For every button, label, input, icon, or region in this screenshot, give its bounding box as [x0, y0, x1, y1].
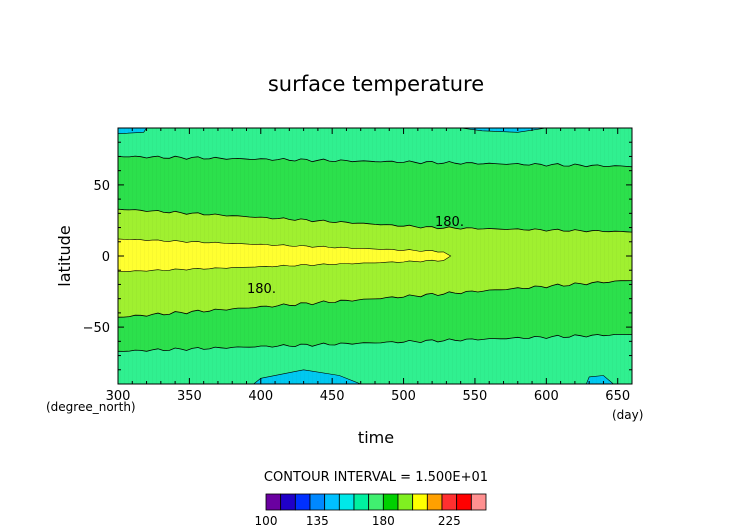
x-tick-label: 350	[177, 389, 202, 404]
colorbar-swatch	[324, 493, 340, 511]
colorbar-tick-label: 180	[372, 514, 395, 528]
colorbar-swatch	[412, 493, 428, 511]
x-tick-label: 450	[320, 389, 345, 404]
y-axis-unit: (degree_north)	[46, 400, 136, 414]
x-axis-ticks: 300 350 400 450 500 550 600 650	[106, 128, 633, 404]
colorbar-swatch	[441, 493, 458, 511]
x-tick-label: 600	[534, 389, 559, 404]
colorbar-tick-label: 135	[306, 514, 329, 528]
x-tick-label: 400	[248, 389, 273, 404]
colorbar-swatch	[353, 493, 370, 511]
colorbar-swatch	[456, 493, 472, 511]
x-tick-label: 550	[463, 389, 488, 404]
colorbar-tick-label: 100	[255, 514, 278, 528]
colorbar-swatch	[338, 493, 355, 511]
colorbar-tick-label: 225	[438, 514, 461, 528]
chart-title: surface temperature	[268, 72, 484, 96]
contour-label-lower: 180.	[247, 282, 276, 297]
y-tick-label: −50	[83, 321, 110, 336]
grid-texture	[118, 128, 632, 384]
x-axis-unit: (day)	[612, 408, 643, 422]
x-tick-label: 500	[391, 389, 416, 404]
y-axis-label: latitude	[55, 225, 74, 286]
contour-interval-text: CONTOUR INTERVAL = 1.500E+01	[264, 470, 488, 485]
colorbar-swatch	[470, 493, 487, 511]
x-axis-label: time	[358, 428, 394, 447]
colorbar	[265, 493, 487, 511]
y-tick-label: 0	[102, 250, 110, 265]
colorbar-swatch	[280, 493, 296, 511]
contour-labels: 180. 180.	[247, 215, 464, 297]
x-tick-label: 300	[106, 389, 131, 404]
colorbar-swatch	[382, 493, 399, 511]
colorbar-swatch	[397, 493, 414, 511]
x-tick-label: 650	[605, 389, 630, 404]
y-tick-label: 50	[93, 179, 110, 194]
colorbar-tick-labels: 100 135 180 225	[255, 514, 461, 528]
colorbar-swatch	[426, 493, 443, 511]
colorbar-swatch	[309, 493, 326, 511]
y-axis-ticks: 50 0 −50	[83, 141, 632, 371]
contour-label-upper: 180.	[435, 215, 464, 230]
colorbar-swatch	[368, 493, 384, 511]
colorbar-swatch	[294, 493, 311, 511]
colorbar-swatch	[265, 493, 282, 511]
